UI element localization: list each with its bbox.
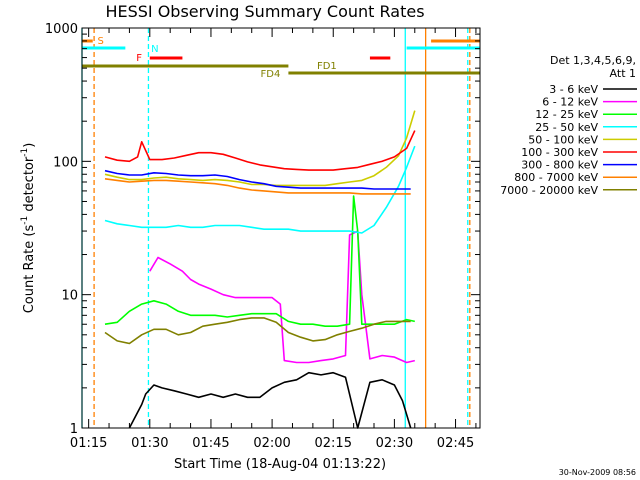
series-line-3-6-kev xyxy=(128,371,412,429)
legend-label: 50 - 100 keV xyxy=(528,133,598,146)
x-tick-label: 02:00 xyxy=(253,436,290,451)
y-axis-label-part-2: detector xyxy=(22,156,37,216)
series-line-50-100-kev xyxy=(104,110,416,187)
x-axis-ticks: 01:15 01:30 01:45 02:00 02:15 02:30 02:45 xyxy=(70,28,477,451)
legend-label: 800 - 7000 keV xyxy=(514,171,598,184)
flag-label-s: S xyxy=(97,36,103,47)
legend-label: 100 - 300 keV xyxy=(521,146,598,159)
x-tick-label: 01:30 xyxy=(131,436,168,451)
y-axis-label-part-3: ) xyxy=(22,143,37,148)
legend-label: 25 - 50 keV xyxy=(535,121,598,134)
series-line-6-12-kev xyxy=(149,230,415,364)
y-axis-label-sup-1: -1 xyxy=(20,216,30,225)
flag-label-f: F xyxy=(136,53,142,64)
series-line-300-800-kev xyxy=(104,169,411,190)
legend-label: 300 - 800 keV xyxy=(521,159,598,172)
legend-title-line-2: Att 1 xyxy=(610,67,636,80)
legend-label: 3 - 6 keV xyxy=(549,83,598,96)
y-axis-label-sup-2: -1 xyxy=(20,148,30,157)
y-axis-label: Count Rate (s-1 detector-1) xyxy=(20,143,37,314)
y-tick-label: 1 xyxy=(70,422,78,437)
flag-label-fd4: FD4 xyxy=(261,69,281,80)
flag-bars xyxy=(82,39,480,75)
series-line-25-50-kev xyxy=(104,145,416,234)
series-line-7000-20000-kev xyxy=(104,317,411,345)
y-axis-ticks: 1 10 100 1000 xyxy=(45,22,480,437)
x-tick-label: 01:45 xyxy=(192,436,229,451)
y-axis-label-part-1: Count Rate (s xyxy=(22,225,37,314)
flag-label-fd1: FD1 xyxy=(317,61,337,72)
legend-label: 7000 - 20000 keV xyxy=(500,184,598,197)
chart-title: HESSI Observing Summary Count Rates xyxy=(105,2,424,21)
series-line-12-25-kev xyxy=(104,195,415,328)
legend-title-line-1: Det 1,3,4,5,6,9, xyxy=(550,54,636,67)
x-tick-label: 02:30 xyxy=(376,436,413,451)
y-tick-label: 1000 xyxy=(45,22,78,37)
x-axis-label: Start Time (18-Aug-04 01:13:22) xyxy=(174,457,386,472)
reference-lines xyxy=(81,28,471,428)
x-tick-label: 01:15 xyxy=(70,436,107,451)
y-tick-label: 10 xyxy=(61,289,78,304)
timestamp: 30-Nov-2009 08:56 xyxy=(559,468,636,477)
series-line-800-7000-kev xyxy=(104,178,411,195)
legend-label: 12 - 25 keV xyxy=(535,108,598,121)
flag-label-n: N xyxy=(151,44,158,55)
series-line-100-300-kev xyxy=(104,130,416,171)
plot-frame xyxy=(81,27,481,429)
y-tick-label: 100 xyxy=(53,155,78,170)
legend-label: 6 - 12 keV xyxy=(542,96,598,109)
x-tick-label: 02:45 xyxy=(437,436,474,451)
data-series xyxy=(104,110,416,429)
x-tick-label: 02:15 xyxy=(315,436,352,451)
flag-labels: S NF FD1 FD4 xyxy=(97,36,336,80)
